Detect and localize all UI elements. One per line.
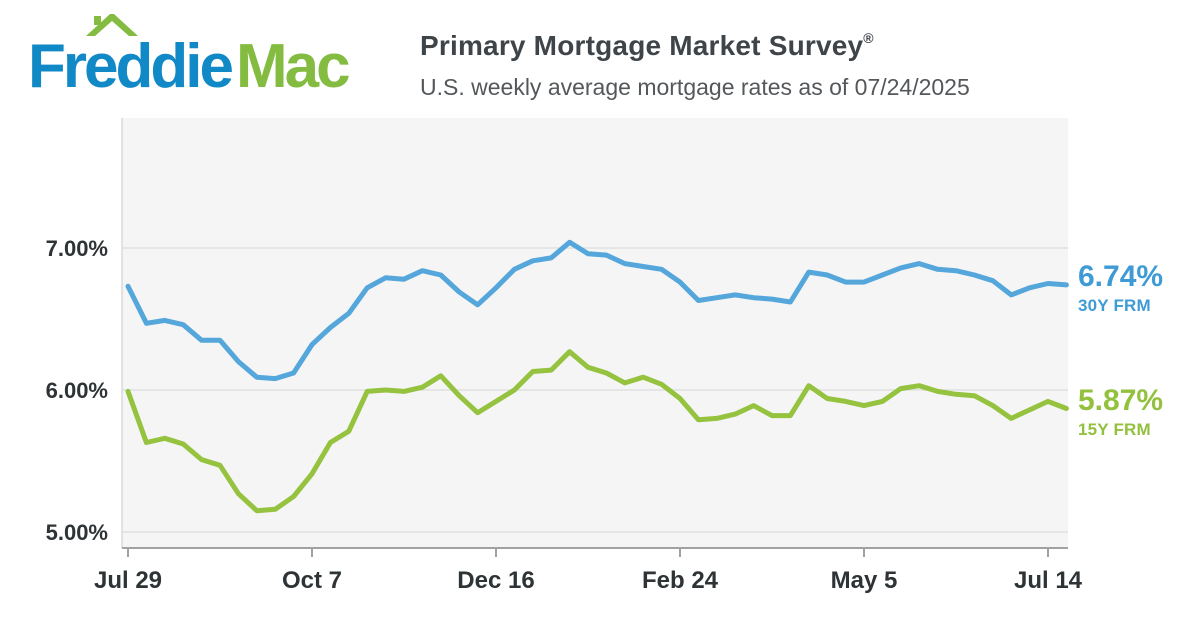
- page-subtitle: U.S. weekly average mortgage rates as of…: [420, 74, 970, 100]
- freddie-mac-logo: FreddieMac: [28, 10, 408, 110]
- x-axis-tick-label: Feb 24: [642, 567, 719, 594]
- y-axis-labels: 5.00% 6.00% 7.00%: [46, 236, 108, 545]
- rate-label-30y: 30Y FRM: [1078, 296, 1151, 315]
- page-title-text: Primary Mortgage Market Survey: [420, 30, 864, 61]
- rate-label-15y: 15Y FRM: [1078, 420, 1151, 439]
- x-axis-tick-label: Jul 29: [94, 567, 162, 594]
- callout-15y: 5.87% 15Y FRM: [1078, 384, 1164, 439]
- x-axis-tick-label: Jul 14: [1014, 567, 1083, 594]
- callout-30y: 6.74% 30Y FRM: [1078, 260, 1164, 315]
- logo-word-freddie: Freddie: [28, 32, 234, 101]
- x-axis-tick-label: Dec 16: [457, 567, 534, 594]
- x-axis-tick-label: May 5: [831, 567, 898, 594]
- registered-trademark: ®: [863, 29, 874, 46]
- page-title: Primary Mortgage Market Survey®: [420, 30, 970, 62]
- logo-word-mac: Mac: [235, 32, 351, 101]
- line-30y-frm: [125, 239, 1069, 382]
- rate-value-15y: 5.87%: [1078, 384, 1164, 417]
- roof-icon: [86, 14, 138, 36]
- logo-wordmark: FreddieMac: [28, 36, 408, 98]
- y-axis-tick-label: 7.00%: [46, 236, 108, 261]
- gridlines: [122, 247, 1068, 533]
- y-axis-tick-label: 6.00%: [46, 378, 108, 403]
- y-axis-tick-label: 5.00%: [46, 520, 108, 545]
- plot-area: [122, 118, 1068, 548]
- x-axis-tick-label: Oct 7: [282, 567, 342, 594]
- x-axis-ticks: [127, 548, 1049, 557]
- rate-value-30y: 6.74%: [1078, 260, 1164, 293]
- header: Primary Mortgage Market Survey® U.S. wee…: [420, 30, 970, 101]
- x-axis-labels: Jul 29 Oct 7 Dec 16 Feb 24 May 5 Jul 14: [94, 567, 1083, 594]
- line-15y-frm: [125, 349, 1069, 514]
